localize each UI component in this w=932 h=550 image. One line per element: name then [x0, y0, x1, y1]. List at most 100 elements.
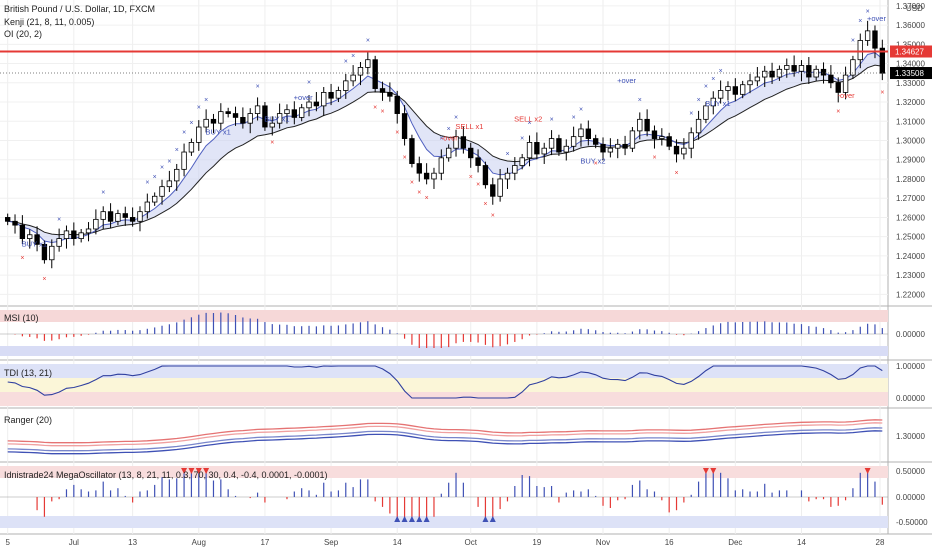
- candle-body: [526, 142, 533, 159]
- buy-marker: ×: [366, 37, 370, 44]
- candle-body: [365, 59, 371, 68]
- chart-title: British Pound / U.S. Dollar, 1D, FXCM: [4, 4, 156, 14]
- buy-marker: ×: [160, 164, 164, 171]
- signal-label: BUY x1: [264, 114, 289, 123]
- ranger-band-line: [7, 419, 883, 444]
- candle-body: [240, 117, 246, 124]
- candle-body: [41, 243, 48, 261]
- candle-body: [644, 118, 650, 132]
- candle-body: [490, 184, 496, 197]
- last-price-tag: [890, 67, 932, 80]
- candle-body: [681, 147, 687, 155]
- x-tick-label: 14: [393, 538, 402, 547]
- sell-marker: ×: [395, 130, 399, 137]
- candle-body: [93, 218, 99, 230]
- candle-body: [872, 30, 878, 49]
- candle-body: [4, 217, 11, 222]
- candle-body: [497, 178, 503, 197]
- candle-body: [438, 157, 445, 174]
- candle-body: [122, 213, 128, 218]
- candle-body: [512, 165, 518, 174]
- ranger-band-line: [7, 422, 883, 447]
- candle-body: [49, 245, 55, 261]
- sell-marker: ×: [417, 189, 421, 196]
- signal-label: BUY x1: [705, 99, 730, 108]
- msi-pane[interactable]: [0, 310, 888, 356]
- tdi-pane[interactable]: [0, 364, 888, 406]
- tdi-tick: 0.00000: [896, 394, 925, 403]
- candle-body: [78, 232, 84, 239]
- buy-marker: ×: [704, 84, 708, 91]
- buy-marker: ×: [189, 120, 193, 127]
- sell-marker: ×: [403, 155, 407, 162]
- candle-body: [284, 109, 290, 114]
- candle-body: [762, 70, 768, 78]
- mega-lower-zone: [0, 516, 888, 528]
- buy-marker: ×: [520, 135, 524, 142]
- buy-marker: ×: [175, 147, 179, 154]
- buy-marker: ×: [57, 216, 61, 223]
- sell-marker: ×: [373, 105, 377, 112]
- candle-body: [107, 211, 114, 222]
- candle-body: [585, 128, 592, 139]
- y-tick-label: 1.33000: [896, 79, 925, 88]
- buy-marker: ×: [697, 97, 701, 104]
- kenji-legend: Kenji (21, 8, 11, 0.005): [4, 17, 95, 27]
- candle-body: [401, 113, 408, 139]
- ranger-pane[interactable]: [7, 419, 883, 455]
- candle-body: [247, 113, 253, 124]
- signal-label: +over: [617, 76, 636, 85]
- candle-body: [453, 136, 459, 149]
- price-pane[interactable]: ××××××××××××××××××××××××××××××××××××× ×××…: [0, 9, 888, 283]
- candle-body: [820, 68, 827, 76]
- sell-marker: ×: [425, 195, 429, 202]
- buy-marker: ×: [197, 105, 201, 112]
- sell-marker: ×: [483, 201, 487, 208]
- signal-label: +over: [867, 14, 886, 23]
- candle-body: [850, 59, 856, 76]
- y-tick-label: 1.31000: [896, 117, 925, 126]
- tdi-tick: 1.00000: [896, 362, 925, 371]
- buy-marker: ×: [344, 59, 348, 66]
- mega-tick: 0.50000: [896, 467, 925, 476]
- candle-body: [842, 74, 849, 93]
- candle-body: [129, 217, 136, 222]
- sell-marker: ×: [880, 89, 884, 96]
- mega-oscillator-pane[interactable]: [0, 466, 888, 528]
- candle-body: [864, 30, 871, 41]
- sell-marker: ×: [652, 155, 656, 162]
- x-tick-label: Dec: [728, 538, 742, 547]
- candle-body: [504, 172, 511, 180]
- buy-marker: ×: [182, 130, 186, 137]
- buy-marker: ×: [505, 151, 509, 158]
- candle-body: [188, 142, 195, 153]
- buy-marker: ×: [454, 114, 458, 121]
- buy-marker: ×: [167, 159, 171, 166]
- candle-body: [159, 186, 165, 197]
- kenji-fast-line: [7, 52, 883, 244]
- mega-sell-arrow: [188, 468, 195, 474]
- buy-marker: ×: [204, 97, 208, 104]
- buy-marker: ×: [851, 37, 855, 44]
- candle-body: [475, 157, 481, 166]
- ranger-label: Ranger (20): [4, 415, 53, 425]
- x-tick-label: Oct: [464, 538, 477, 547]
- candle-body: [622, 143, 628, 149]
- candle-body: [710, 97, 716, 107]
- tdi-upper-zone: [0, 364, 888, 378]
- y-tick-label: 1.25000: [896, 233, 925, 242]
- candle-body: [519, 157, 525, 166]
- buy-marker: ×: [579, 107, 583, 114]
- mega-buy-arrow: [408, 516, 415, 522]
- candle-body: [100, 211, 106, 220]
- candle-body: [306, 101, 312, 109]
- candle-body: [379, 88, 386, 93]
- ranger-tick: 1.30000: [896, 432, 925, 441]
- msi-label: MSI (10): [4, 313, 39, 323]
- mega-tick: -0.50000: [896, 518, 928, 527]
- buy-marker: ×: [638, 97, 642, 104]
- resistance-price-tag: [890, 45, 932, 58]
- mega-sell-arrow: [702, 468, 709, 474]
- mega-sell-arrow: [203, 468, 210, 474]
